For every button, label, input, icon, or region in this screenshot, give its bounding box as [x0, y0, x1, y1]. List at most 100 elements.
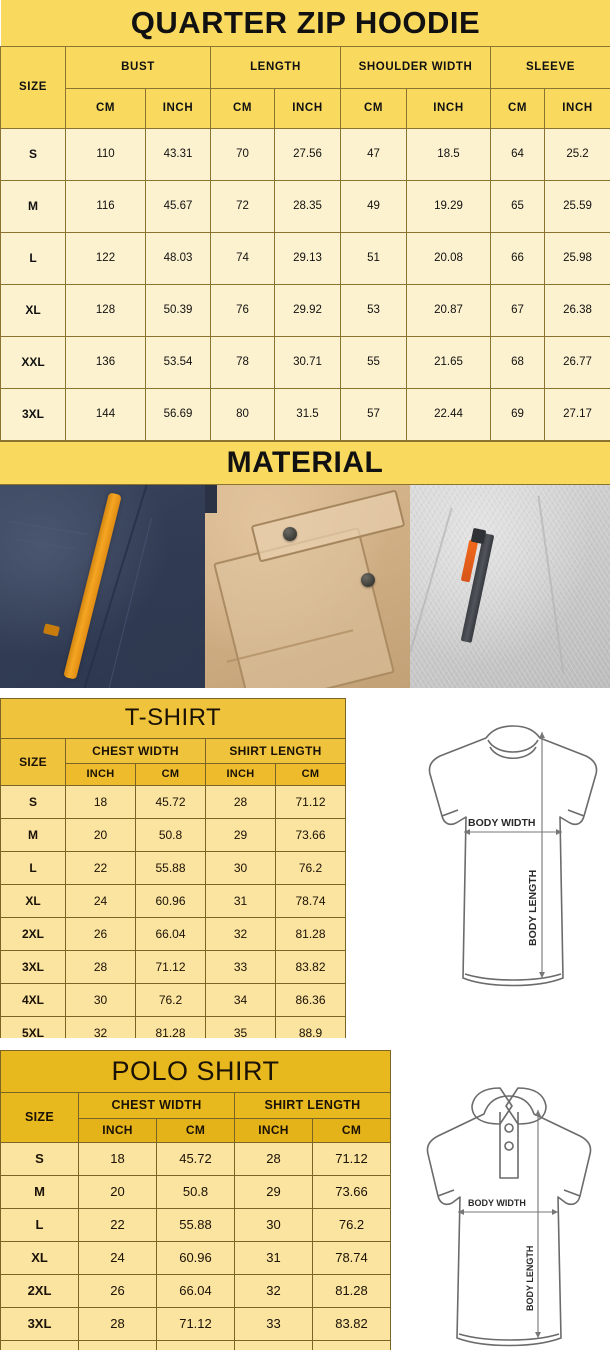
hoodie-cell: 69 [490, 387, 545, 441]
tshirt-body-length-label: BODY LENGTH [527, 869, 539, 945]
polo-cell: 34 [234, 1339, 313, 1350]
polo-cell: 22 [78, 1207, 157, 1242]
hoodie-cell: 144 [65, 387, 146, 441]
polo-cell: 71.12 [312, 1141, 391, 1176]
tshirt-cell: 28 [205, 784, 276, 819]
table-row: M 116 45.67 72 28.35 49 19.29 65 25.59 [0, 179, 610, 233]
hoodie-cell: 66 [490, 231, 545, 285]
polo-row-size: XL [0, 1240, 79, 1275]
hoodie-cell: 31.5 [274, 387, 341, 441]
tshirt-size-header: SIZE [0, 737, 66, 786]
hoodie-cell: 55 [340, 335, 407, 389]
hoodie-unit-length-cm: CM [210, 87, 275, 129]
table-row: XXL 136 53.54 78 30.71 55 21.65 68 26.77 [0, 335, 610, 389]
polo-cell: 86.36 [312, 1339, 391, 1350]
table-row: S 18 45.72 28 71.12 [0, 1141, 391, 1176]
polo-cell: 28 [234, 1141, 313, 1176]
polo-group-header-row: SIZE CHEST WIDTH SHIRT LENGTH [0, 1091, 391, 1143]
khaki-pocket-snaps-photo [205, 484, 410, 688]
hoodie-title: QUARTER ZIP HOODIE [0, 0, 610, 47]
tshirt-cell: 73.66 [275, 817, 346, 852]
hoodie-cell: 76 [210, 283, 275, 337]
polo-row-size: M [0, 1174, 79, 1209]
hoodie-cell: 25.2 [543, 127, 610, 181]
hoodie-cell: 29.13 [274, 231, 341, 285]
polo-row-size: 3XL [0, 1306, 79, 1341]
hoodie-cell: 27.17 [543, 387, 610, 441]
tshirt-row-size: 2XL [0, 916, 66, 951]
polo-cell: 30 [234, 1207, 313, 1242]
table-row: 4XL 30 76.2 34 86.36 [0, 1339, 391, 1350]
tshirt-cell: 60.96 [135, 883, 206, 918]
tshirt-cell: 32 [205, 916, 276, 951]
table-row: L 122 48.03 74 29.13 51 20.08 66 25.98 [0, 231, 610, 285]
polo-measurement-diagram: BODY WIDTH BODY LENGTH [412, 1066, 607, 1350]
hoodie-cell: 64 [490, 127, 545, 181]
tshirt-group-header-row: SIZE CHEST WIDTH SHIRT LENGTH [0, 737, 346, 786]
tshirt-group-chest-width: CHEST WIDTH [65, 737, 206, 764]
hoodie-row-size: M [0, 179, 66, 233]
hoodie-unit-sleeve-cm: CM [490, 87, 545, 129]
polo-cell: 55.88 [156, 1207, 235, 1242]
material-banner: MATERIAL [0, 440, 610, 485]
polo-title: POLO SHIRT [0, 1049, 391, 1093]
tshirt-cell: 81.28 [275, 916, 346, 951]
polo-row-size: 2XL [0, 1273, 79, 1308]
tshirt-cell: 30 [65, 982, 136, 1017]
hoodie-size-header: SIZE [0, 45, 66, 129]
hoodie-cell: 67 [490, 283, 545, 337]
polo-cell: 29 [234, 1174, 313, 1209]
tshirt-cell: 76.2 [135, 982, 206, 1017]
hoodie-cell: 21.65 [406, 335, 491, 389]
hoodie-group-shoulder-width: SHOULDER WIDTH [340, 45, 491, 89]
polo-cell: 50.8 [156, 1174, 235, 1209]
polo-cell: 83.82 [312, 1306, 391, 1341]
tshirt-unit-length-cm: CM [275, 762, 346, 786]
polo-cell: 81.28 [312, 1273, 391, 1308]
polo-cell: 78.74 [312, 1240, 391, 1275]
polo-group-chest-width: CHEST WIDTH [78, 1091, 235, 1119]
tshirt-row-size: 4XL [0, 982, 66, 1017]
polo-row-size: 4XL [0, 1339, 79, 1350]
hoodie-cell: 28.35 [274, 179, 341, 233]
polo-cell: 26 [78, 1273, 157, 1308]
hoodie-group-bust: BUST [65, 45, 211, 89]
polo-unit-chest-inch: INCH [78, 1117, 157, 1143]
table-row: XL 24 60.96 31 78.74 [0, 883, 346, 918]
hoodie-cell: 122 [65, 231, 146, 285]
hoodie-group-header-row: SIZE BUST LENGTH SHOULDER WIDTH SLEEVE [0, 45, 610, 129]
table-row: L 22 55.88 30 76.2 [0, 850, 346, 885]
tshirt-unit-chest-cm: CM [135, 762, 206, 786]
hoodie-unit-shoulder-inch: INCH [406, 87, 491, 129]
tshirt-row-size: S [0, 784, 66, 819]
polo-cell: 76.2 [156, 1339, 235, 1350]
grey-fleece-zipper-photo [410, 484, 610, 688]
hoodie-cell: 48.03 [145, 231, 211, 285]
tshirt-cell: 22 [65, 850, 136, 885]
hoodie-row-size: XL [0, 283, 66, 337]
hoodie-group-sleeve: SLEEVE [489, 45, 610, 89]
table-row: XL 128 50.39 76 29.92 53 20.87 67 26.38 [0, 283, 610, 337]
table-row: S 18 45.72 28 71.12 [0, 784, 346, 819]
tshirt-row-size: L [0, 850, 66, 885]
tshirt-cell: 76.2 [275, 850, 346, 885]
tshirt-cell: 28 [65, 949, 136, 984]
hoodie-cell: 25.98 [543, 231, 610, 285]
table-row: XL 24 60.96 31 78.74 [0, 1240, 391, 1275]
hoodie-cell: 128 [65, 283, 146, 337]
hoodie-cell: 70 [210, 127, 275, 181]
material-photo-strip [0, 484, 610, 688]
hoodie-cell: 22.44 [406, 387, 491, 441]
tshirt-measurement-diagram: BODY WIDTH BODY LENGTH [418, 716, 608, 1006]
hoodie-cell: 49 [340, 179, 407, 233]
hoodie-cell: 29.92 [274, 283, 341, 337]
hoodie-cell: 78 [210, 335, 275, 389]
tshirt-unit-header-row: INCH CM INCH CM [1, 762, 346, 786]
hoodie-cell: 50.39 [145, 283, 211, 337]
hoodie-unit-sleeve-inch: INCH [543, 87, 610, 129]
tshirt-cell: 33 [205, 949, 276, 984]
tshirt-size-table: T-SHIRT SIZE CHEST WIDTH SHIRT LENGTH IN… [0, 697, 346, 1050]
hoodie-title-row: QUARTER ZIP HOODIE [0, 0, 610, 47]
polo-title-row: POLO SHIRT [0, 1049, 391, 1093]
hoodie-cell: 80 [210, 387, 275, 441]
